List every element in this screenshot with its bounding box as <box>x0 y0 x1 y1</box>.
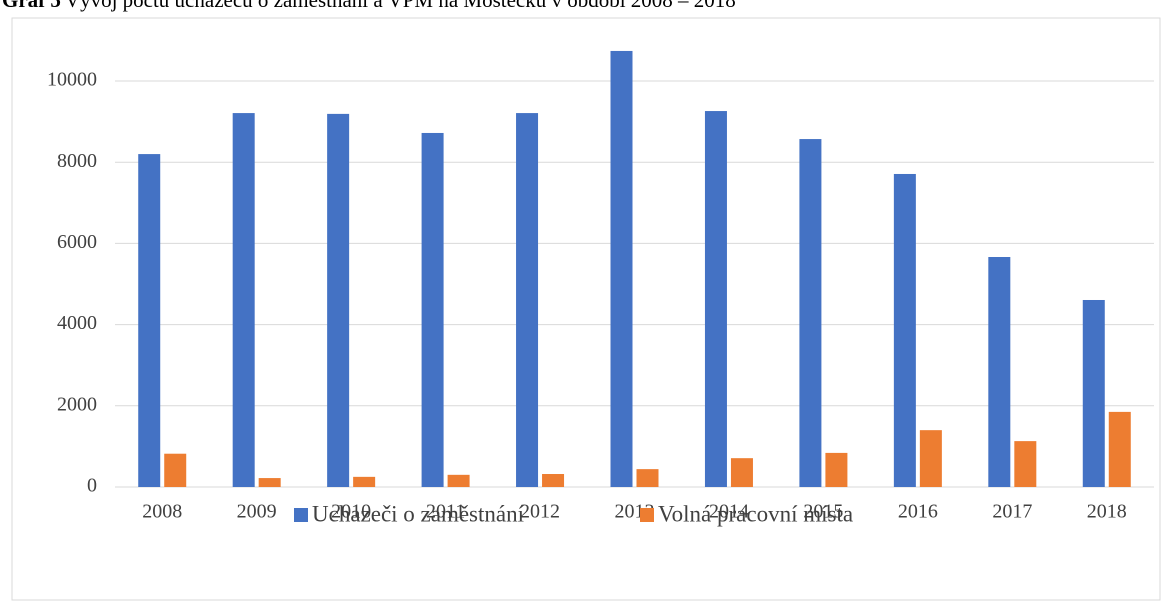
bar <box>421 132 444 487</box>
x-tick-label: 2010 <box>331 501 371 523</box>
y-tick-label: 2000 <box>57 393 97 415</box>
y-tick-label: 10000 <box>47 69 97 91</box>
y-tick-label: 8000 <box>57 150 97 172</box>
x-tick-label: 2016 <box>898 501 938 523</box>
bar <box>138 154 161 487</box>
x-tick-label: 2009 <box>237 501 277 523</box>
x-tick-label: 2017 <box>992 501 1032 523</box>
x-tick-label: 2011 <box>426 501 465 523</box>
bar <box>704 111 727 487</box>
x-tick-label: 2014 <box>709 501 749 523</box>
chart-frame <box>11 17 1161 601</box>
x-tick-label: 2008 <box>142 501 182 523</box>
legend-swatch <box>294 508 308 522</box>
y-tick-label: 4000 <box>57 312 97 334</box>
title-text: Vývoj počtu uchazečů o zaměstnání a VPM … <box>65 0 736 12</box>
bar <box>1082 299 1105 487</box>
x-tick-label: 2018 <box>1087 501 1127 523</box>
bar <box>988 257 1011 487</box>
x-tick-label: 2015 <box>803 501 843 523</box>
bar <box>232 113 255 487</box>
bar <box>542 474 565 487</box>
bar <box>730 458 753 487</box>
bar <box>919 430 942 487</box>
x-tick-label: 2012 <box>520 501 560 523</box>
chart-title: Graf 5 Vývoj počtu uchazečů o zaměstnání … <box>2 0 736 12</box>
bar <box>799 139 822 488</box>
bar <box>1014 441 1037 487</box>
bar <box>258 478 281 487</box>
bar <box>164 453 187 487</box>
title-label: Graf 5 <box>2 0 61 12</box>
bar <box>353 476 376 487</box>
bar <box>825 452 848 487</box>
y-tick-label: 6000 <box>57 231 97 253</box>
legend-label: Uchazeči o zaměstnání <box>312 501 525 526</box>
bar <box>516 113 539 487</box>
legend-swatch <box>640 508 654 522</box>
bar <box>327 113 350 488</box>
bar <box>610 50 633 488</box>
legend-label: Volná pracovní místa <box>658 501 853 526</box>
bar <box>447 474 470 487</box>
bar <box>636 469 659 487</box>
y-tick-label: 0 <box>87 475 97 497</box>
bar <box>893 173 916 487</box>
bar <box>1108 411 1131 487</box>
